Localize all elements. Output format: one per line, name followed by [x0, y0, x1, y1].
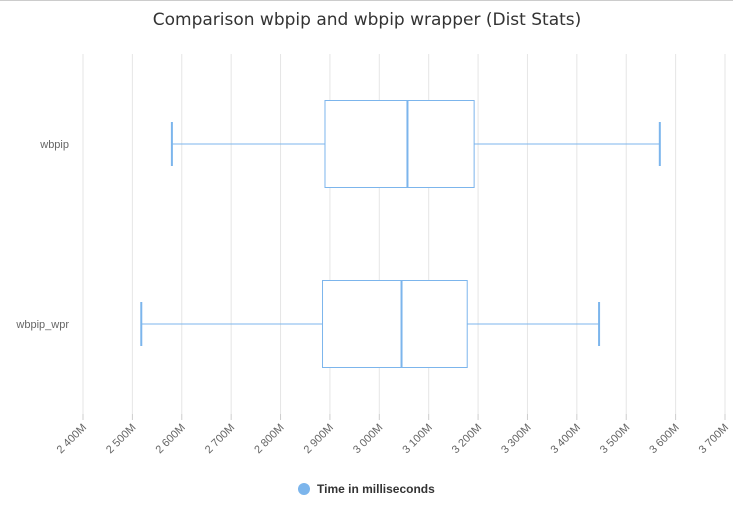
- legend-marker-icon[interactable]: [298, 483, 310, 495]
- category-labels: wbpip wbpip_wpr: [15, 139, 69, 331]
- top-border: [0, 0, 733, 1]
- x-axis-tick-label: 3 000M: [351, 422, 385, 456]
- x-axis-tick-label: 2 400M: [55, 422, 89, 456]
- x-axis-tick-label: 3 400M: [549, 422, 583, 456]
- box-iqr: [324, 100, 475, 188]
- x-axis-tick-label: 3 700M: [697, 422, 731, 456]
- x-axis-tick-label: 3 500M: [598, 422, 632, 456]
- x-axis-tick-label: 3 100M: [400, 422, 434, 456]
- x-axis-tick-label: 2 700M: [203, 422, 237, 456]
- legend-item-time-in-milliseconds[interactable]: Time in milliseconds: [317, 482, 435, 496]
- box-series[interactable]: [140, 100, 661, 368]
- category-label-wbpip_wpr: wbpip_wpr: [15, 319, 69, 331]
- legend[interactable]: Time in milliseconds: [298, 482, 435, 496]
- x-axis-tick-label: 2 900M: [302, 422, 336, 456]
- chart-title: Comparison wbpip and wbpip wrapper (Dist…: [153, 10, 582, 30]
- box-iqr: [322, 280, 468, 368]
- box-wbpip[interactable]: [170, 100, 661, 188]
- x-axis-tick-label: 2 500M: [104, 422, 138, 456]
- x-axis-tick-labels: 2 400M 2 500M 2 600M 2 700M 2 800M 2 900M 3 00…: [55, 422, 731, 456]
- category-label-wbpip: wbpip: [39, 139, 69, 151]
- box-wbpip_wpr[interactable]: [140, 280, 601, 368]
- x-axis-tick-label: 3 300M: [499, 422, 533, 456]
- x-axis-tick-label: 2 800M: [252, 422, 286, 456]
- x-axis-tick-label: 2 600M: [153, 422, 187, 456]
- x-axis-tick-label: 3 200M: [450, 422, 484, 456]
- x-axis-tick-label: 3 600M: [647, 422, 681, 456]
